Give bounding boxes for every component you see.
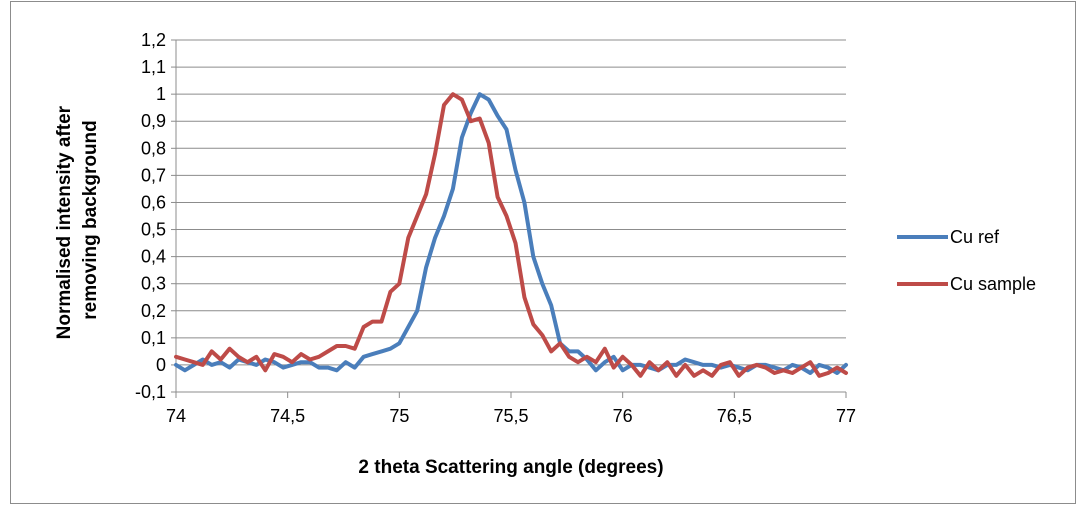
x-tick-label: 77 bbox=[836, 406, 856, 426]
y-tick-label: 0,8 bbox=[141, 138, 166, 158]
y-tick-label: 0,2 bbox=[141, 301, 166, 321]
y-tick-label: 0,1 bbox=[141, 328, 166, 348]
y-tick-label: 0,4 bbox=[141, 247, 166, 267]
x-tick-label: 76,5 bbox=[717, 406, 752, 426]
legend-label-cu-sample: Cu sample bbox=[950, 274, 1036, 294]
x-tick-label: 74,5 bbox=[270, 406, 305, 426]
y-tick-label: 0,9 bbox=[141, 111, 166, 131]
y-axis-title: Normalised intensity after removing back… bbox=[54, 101, 101, 340]
y-tick-label: 0,7 bbox=[141, 165, 166, 185]
legend: Cu ref Cu sample bbox=[897, 227, 1036, 294]
x-tick-labels: 74 74,5 75 75,5 76 76,5 77 bbox=[166, 406, 856, 426]
x-tick-label: 76 bbox=[613, 406, 633, 426]
x-tick-label: 75 bbox=[389, 406, 409, 426]
y-tick-label: 0,6 bbox=[141, 192, 166, 212]
y-tick-label: 1 bbox=[156, 84, 166, 104]
y-tick-label: 0,5 bbox=[141, 220, 166, 240]
y-tick-label: 1,2 bbox=[141, 30, 166, 50]
series-line-cu-sample bbox=[174, 92, 848, 378]
y-tick-label: -0,1 bbox=[135, 382, 166, 402]
legend-label-cu-ref: Cu ref bbox=[950, 227, 1000, 247]
y-tick-label: 1,1 bbox=[141, 57, 166, 77]
y-tick-labels: -0,1 0 0,1 0,2 0,3 0,4 0,5 0,6 0,7 0,8 0,9 1 1,1 1,2 bbox=[135, 30, 166, 402]
x-tick-label: 75,5 bbox=[493, 406, 528, 426]
x-tick-label: 74 bbox=[166, 406, 186, 426]
y-tick-label: 0 bbox=[156, 355, 166, 375]
x-axis-title: 2 theta Scattering angle (degrees) bbox=[358, 457, 663, 478]
y-axis-title-line-1: Normalised intensity after bbox=[54, 105, 75, 339]
axes bbox=[171, 39, 847, 398]
y-axis-title-line-2: removing background bbox=[80, 120, 101, 320]
series-lines bbox=[174, 92, 848, 378]
y-tick-label: 0,3 bbox=[141, 274, 166, 294]
gridlines bbox=[176, 39, 846, 393]
chart-frame bbox=[10, 1, 1076, 504]
